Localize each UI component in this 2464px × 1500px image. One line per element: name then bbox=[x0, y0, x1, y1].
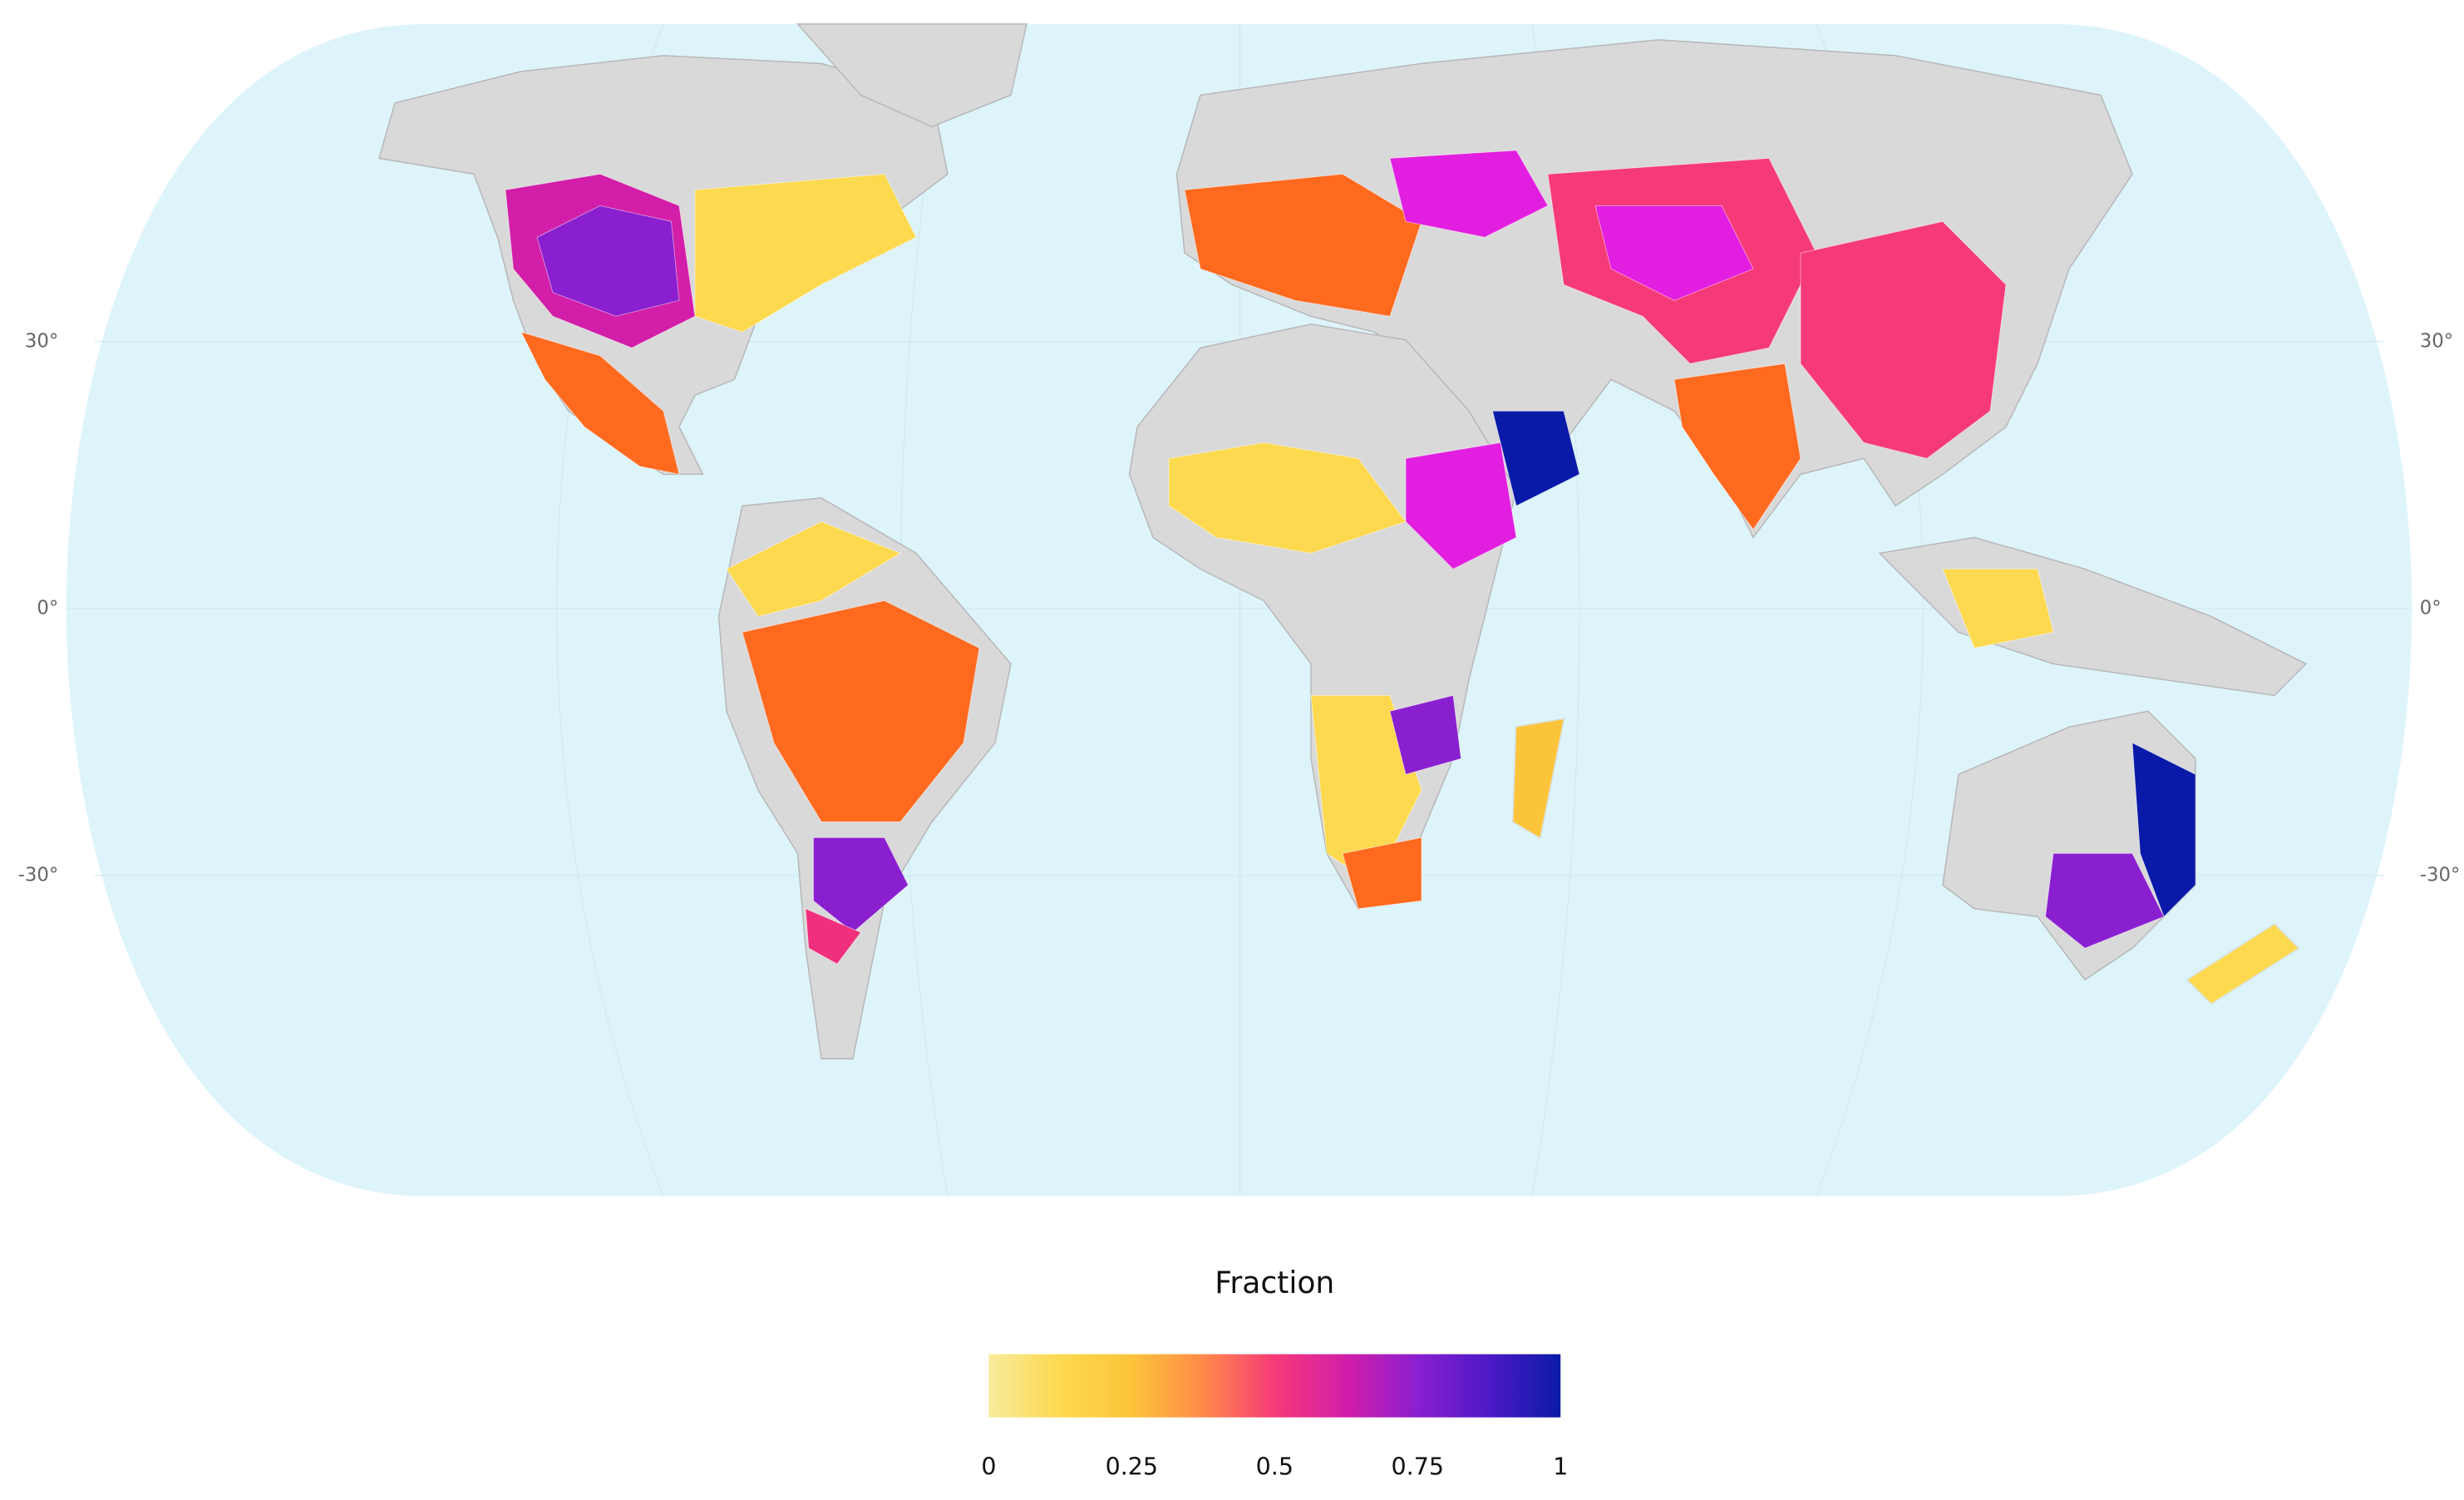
legend-title: Fraction bbox=[1215, 1266, 1334, 1300]
colorbar-tick-label: 0.5 bbox=[1256, 1453, 1294, 1480]
colorbar bbox=[988, 1354, 1561, 1418]
colorbar-tick-label: 0 bbox=[981, 1453, 996, 1480]
lat-labels-right: 30° 0° -30° bbox=[2420, 330, 2461, 886]
lat-label: 30° bbox=[2420, 330, 2453, 352]
colorbar-tick-label: 0.75 bbox=[1392, 1453, 1444, 1480]
colorbar-tick-label: 0.25 bbox=[1106, 1453, 1158, 1480]
lat-label: 30° bbox=[25, 330, 58, 352]
lat-label: -30° bbox=[2420, 864, 2461, 886]
colorbar-ticks: 0 0.25 0.5 0.75 1 bbox=[981, 1453, 1568, 1480]
colorbar-tick-label: 1 bbox=[1553, 1453, 1568, 1480]
lat-label: -30° bbox=[18, 864, 59, 886]
lat-label: 0° bbox=[37, 597, 58, 619]
lat-labels-left: 30° 0° -30° bbox=[18, 330, 59, 886]
fraction-regions bbox=[505, 150, 2299, 1004]
lat-label: 0° bbox=[2420, 597, 2442, 619]
